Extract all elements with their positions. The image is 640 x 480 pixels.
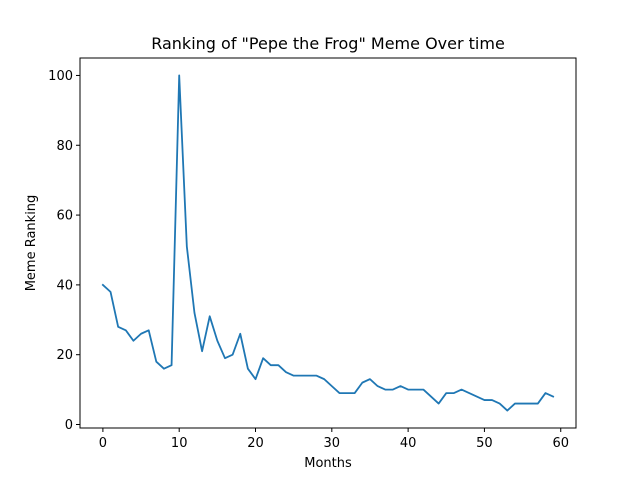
x-tick-label: 40 (400, 436, 417, 451)
x-tick-label: 60 (552, 436, 569, 451)
series-line (101, 74, 555, 412)
y-tick-label: 20 (56, 348, 73, 363)
x-tick-label: 10 (171, 436, 188, 451)
x-tick-label: 20 (247, 436, 264, 451)
y-tick-label: 40 (56, 278, 73, 293)
y-tick-label: 100 (48, 69, 73, 84)
chart-title: Ranking of "Pepe the Frog" Meme Over tim… (151, 34, 505, 53)
y-tick-label: 60 (56, 209, 73, 224)
y-tick-label: 0 (65, 418, 73, 433)
x-tick-label: 30 (324, 436, 341, 451)
y-tick-label: 80 (56, 139, 73, 154)
x-axis-label: Months (304, 456, 352, 471)
x-tick-label: 50 (476, 436, 493, 451)
plot-frame (79, 57, 577, 429)
y-axis-label: Meme Ranking (24, 195, 39, 292)
plot-area: 0 10 20 30 40 50 60 0 20 40 60 80 100 (48, 57, 577, 451)
x-tick-label: 0 (99, 436, 107, 451)
